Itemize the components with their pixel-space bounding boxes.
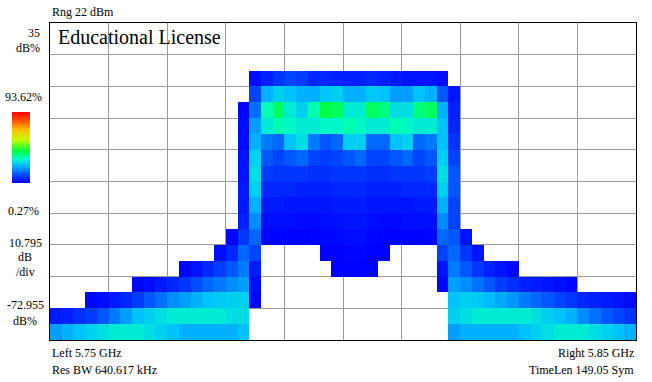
svg-text:dB%: dB% bbox=[13, 314, 37, 328]
svg-text:Res BW 640.617 kHz: Res BW 640.617 kHz bbox=[52, 363, 157, 377]
svg-text:dB: dB bbox=[18, 250, 32, 264]
svg-text:Educational License: Educational License bbox=[58, 26, 221, 48]
svg-text:dB%: dB% bbox=[16, 41, 40, 55]
svg-text:93.62%: 93.62% bbox=[5, 90, 42, 104]
svg-text:35: 35 bbox=[28, 26, 40, 40]
svg-text:Left 5.75 GHz: Left 5.75 GHz bbox=[52, 346, 122, 360]
svg-text:TimeLen 149.05 Sym: TimeLen 149.05 Sym bbox=[529, 363, 634, 377]
svg-text:-72.955: -72.955 bbox=[7, 298, 44, 312]
svg-text:10.795: 10.795 bbox=[9, 236, 42, 250]
svg-text:Rng 22 dBm: Rng 22 dBm bbox=[52, 5, 114, 19]
svg-text:0.27%: 0.27% bbox=[8, 204, 39, 218]
svg-text:/div: /div bbox=[16, 265, 35, 279]
svg-text:Right 5.85 GHz: Right 5.85 GHz bbox=[558, 346, 634, 360]
